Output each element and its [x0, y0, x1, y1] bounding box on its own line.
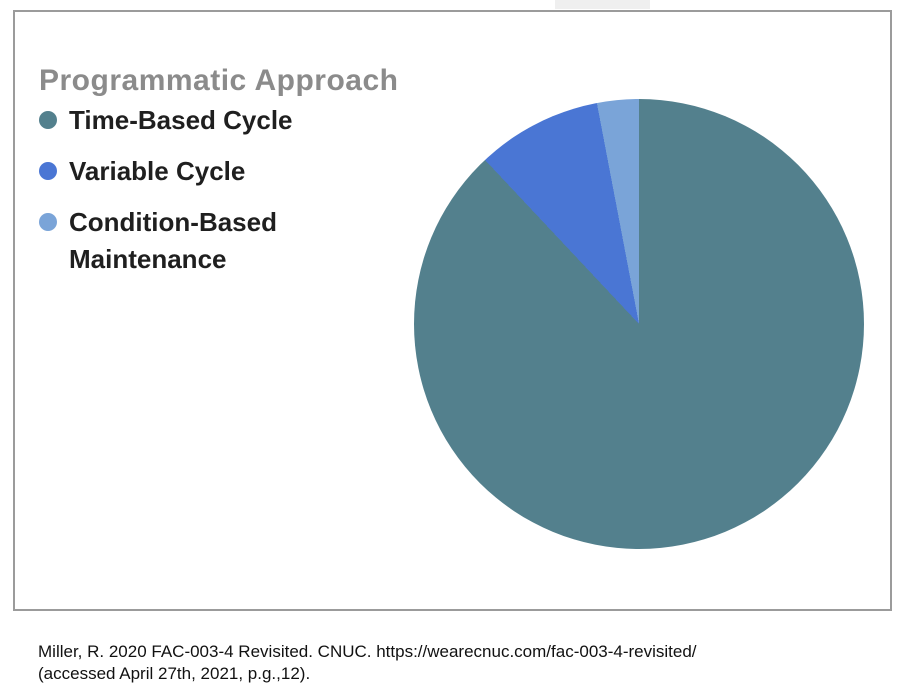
slide-frame: Programmatic Approach Time-Based Cycle V… [13, 10, 892, 611]
legend-item-variable-cycle: Variable Cycle [39, 153, 293, 190]
pie-chart [414, 99, 864, 549]
legend-swatch-icon [39, 213, 57, 231]
slide-edge-notch [555, 0, 650, 9]
citation-line-2: (accessed April 27th, 2021, p.g.,12). [38, 663, 311, 683]
chart-title: Programmatic Approach [39, 64, 399, 98]
chart-legend: Time-Based Cycle Variable Cycle Conditio… [39, 102, 293, 278]
citation-text: Miller, R. 2020 FAC-003-4 Revisited. CNU… [38, 641, 697, 684]
legend-swatch-icon [39, 111, 57, 129]
legend-item-condition-based-maintenance: Condition-Based Maintenance [39, 204, 293, 278]
legend-label: Condition-Based Maintenance [69, 207, 277, 274]
legend-label: Time-Based Cycle [69, 105, 293, 135]
legend-label: Variable Cycle [69, 156, 246, 186]
legend-item-time-based-cycle: Time-Based Cycle [39, 102, 293, 139]
legend-swatch-icon [39, 162, 57, 180]
citation-line-1: Miller, R. 2020 FAC-003-4 Revisited. CNU… [38, 642, 697, 661]
